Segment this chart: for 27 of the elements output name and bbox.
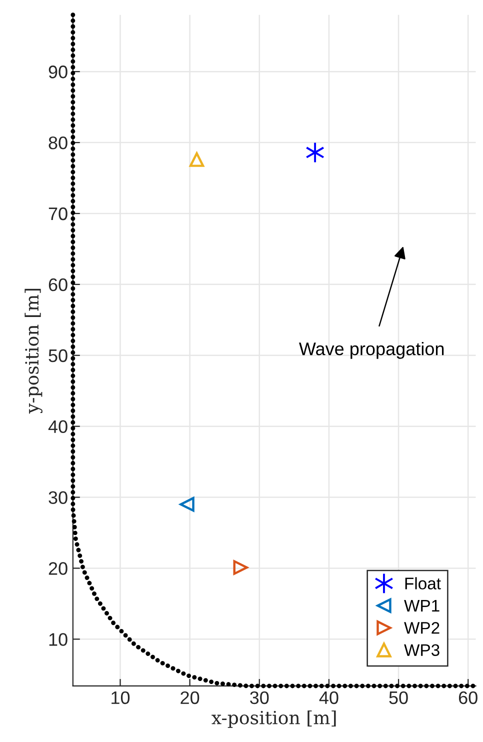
y-tick-label: 60 xyxy=(48,278,68,292)
y-tick-label: 40 xyxy=(48,420,68,434)
legend-label: WP1 xyxy=(404,600,440,612)
x-axis-title: x-position [m] xyxy=(212,710,336,728)
point xyxy=(233,560,248,575)
y-axis-title: y-position [m] xyxy=(24,288,42,414)
legend-label: WP3 xyxy=(404,644,440,656)
legend-label: Float xyxy=(405,577,441,590)
y-tick-label: 30 xyxy=(48,491,68,504)
x-tick-label: 10 xyxy=(112,691,130,704)
y-tick-label: 70 xyxy=(48,207,68,220)
y-tick-label: 10 xyxy=(49,633,68,646)
x-tick-label: 30 xyxy=(250,691,269,704)
x-tick-label: 20 xyxy=(180,691,200,704)
y-tick-label: 90 xyxy=(48,66,68,78)
x-tick-label: 50 xyxy=(389,691,408,704)
x-tick-label: 40 xyxy=(319,691,338,704)
y-tick-label: 80 xyxy=(48,136,68,150)
x-tick-label: 60 xyxy=(458,691,478,704)
line-series xyxy=(70,12,478,688)
y-tick-label: 50 xyxy=(48,349,68,362)
legend-label: WP2 xyxy=(404,622,440,634)
point xyxy=(306,142,324,164)
point xyxy=(180,497,194,512)
y-tick-label: 20 xyxy=(48,562,68,575)
point xyxy=(189,152,204,167)
annotation: Wave propagation xyxy=(298,342,444,359)
